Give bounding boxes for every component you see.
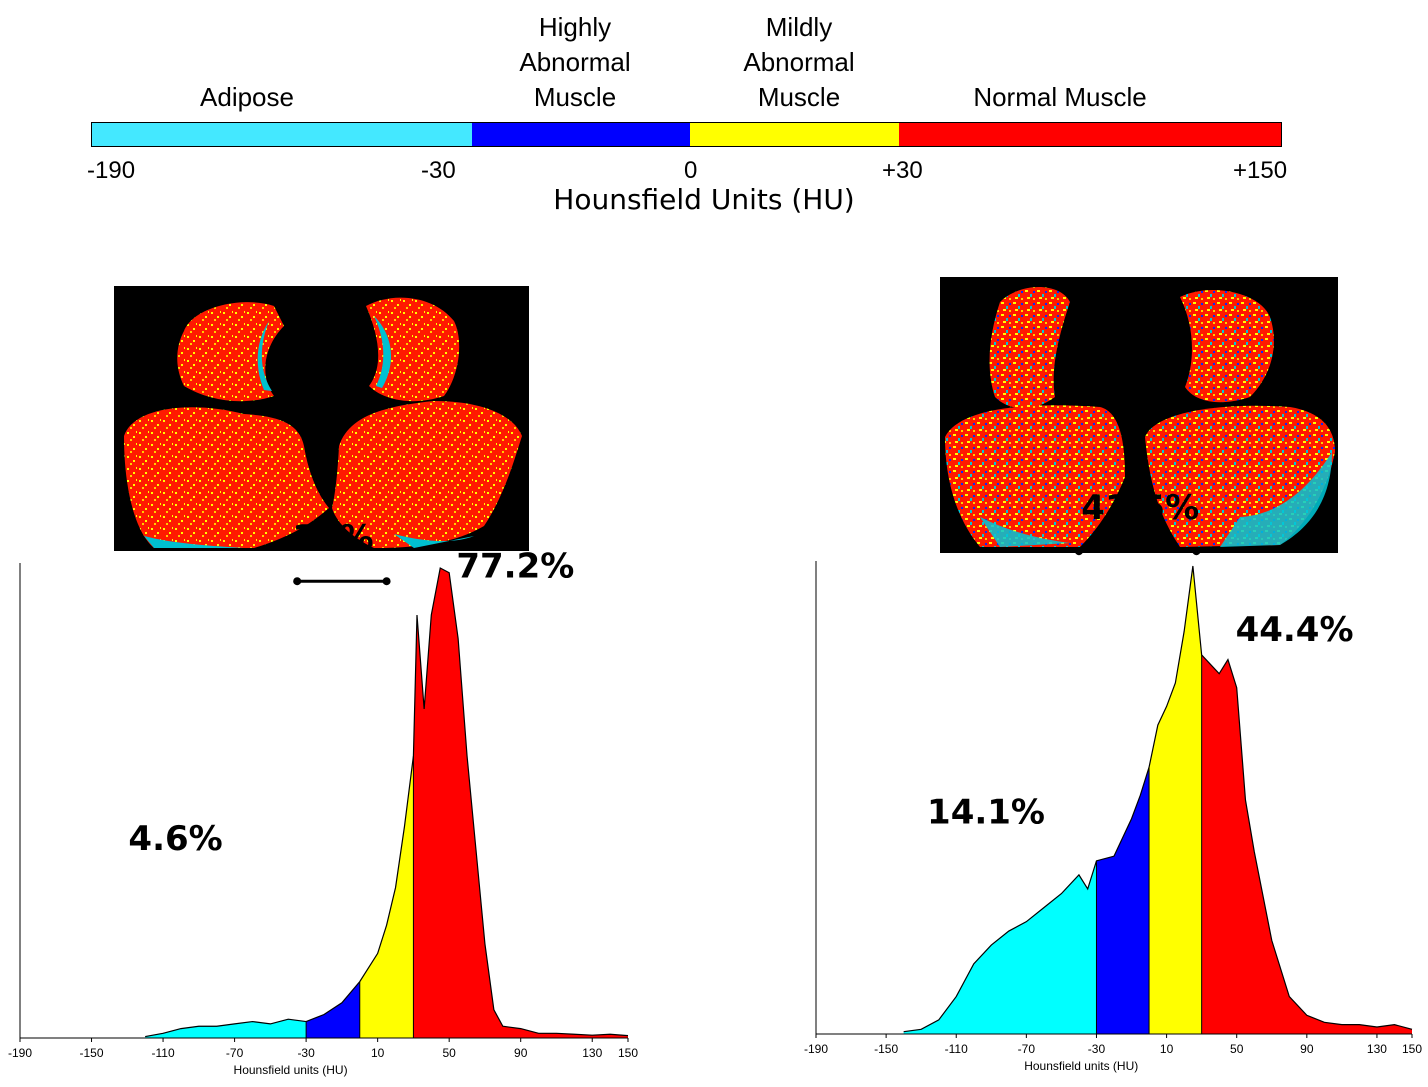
ct-segmentation-image-right	[940, 277, 1338, 553]
x-tick-label: 150	[1402, 1042, 1422, 1056]
histogram-region-3	[413, 568, 628, 1038]
scale-axis-title: Hounsfield Units (HU)	[553, 183, 855, 216]
scale-segment-highly-abnormal	[472, 123, 691, 146]
histogram-region-0	[145, 1019, 307, 1038]
legend-label-adipose: Adipose	[200, 82, 294, 112]
percentage-label: 14.1%	[927, 792, 1045, 832]
percentage-label: 41.5%	[1081, 488, 1199, 528]
percentage-label: 77.2%	[456, 546, 574, 586]
legend-label-mildly-abnormal: Mildly Abnormal Muscle	[743, 12, 855, 112]
x-tick-label: 90	[514, 1046, 528, 1060]
scale-tick-label: 0	[684, 157, 698, 184]
percentage-label: 4.6%	[128, 819, 222, 859]
x-tick-label: 10	[371, 1046, 385, 1060]
x-tick-label: 50	[1230, 1042, 1244, 1056]
bracket-endpoint	[382, 577, 391, 586]
x-tick-label: -190	[8, 1046, 32, 1060]
scale-tick-label: +150	[1233, 157, 1288, 184]
x-tick-label: -30	[1088, 1042, 1106, 1056]
x-tick-label: 50	[442, 1046, 456, 1060]
scale-segment-adipose	[92, 123, 473, 146]
histogram-region-0	[903, 860, 1097, 1034]
percentage-label: 18%	[292, 518, 373, 558]
scale-tick-label: +30	[882, 157, 923, 184]
histogram-region-1	[1096, 767, 1150, 1034]
x-tick-label: 90	[1300, 1042, 1314, 1056]
x-tick-label: -110	[945, 1042, 968, 1056]
x-tick-label: 10	[1160, 1042, 1174, 1056]
bracket-endpoint	[1192, 547, 1201, 556]
percentage-label: 44.4%	[1236, 610, 1354, 650]
histogram-chart-left: -190 -150 -110 -70 -30 10 50 90 130 150 Hounsfield…	[8, 518, 638, 1077]
histogram-region-2	[359, 756, 414, 1038]
x-tick-label: 150	[618, 1046, 638, 1060]
histogram-outline	[145, 567, 629, 1038]
x-tick-label: -70	[1018, 1042, 1036, 1056]
x-tick-label: -70	[226, 1046, 244, 1060]
x-tick-label: 130	[1367, 1042, 1387, 1056]
scale-tick-label: -190	[87, 157, 136, 184]
bracket-endpoint	[1074, 547, 1083, 556]
histogram-region-1	[306, 981, 360, 1038]
x-axis-label: Hounsfield units (HU)	[1024, 1059, 1138, 1073]
legend-label-highly-abnormal: Highly Abnormal Muscle	[519, 12, 631, 112]
scale-segment-normal	[899, 123, 1281, 146]
bracket-endpoint	[293, 577, 302, 586]
ct-muscle-map-left	[124, 297, 522, 548]
x-tick-label: 130	[582, 1046, 602, 1060]
x-tick-label: -30	[297, 1046, 315, 1060]
x-tick-label: -110	[151, 1046, 174, 1060]
ct-segmentation-image-left	[114, 286, 529, 551]
ct-muscle-map-right	[945, 287, 1335, 547]
x-tick-label: -150	[874, 1042, 898, 1056]
histogram-region-3	[1201, 654, 1412, 1034]
histogram-outline	[903, 565, 1413, 1033]
x-axis-label: Hounsfield units (HU)	[234, 1063, 348, 1077]
x-tick-label: -190	[804, 1042, 828, 1056]
histogram-region-2	[1149, 566, 1202, 1034]
x-tick-label: -150	[80, 1046, 104, 1060]
scale-tick-label: -30	[421, 157, 456, 184]
histogram-chart-right: -190 -150 -110 -70 -30 10 50 90 130 150 Hounsfield…	[804, 488, 1422, 1073]
scale-segment-mildly-abnormal	[690, 123, 900, 146]
hu-color-scale	[91, 122, 1282, 147]
legend-label-normal-muscle: Normal Muscle	[973, 82, 1147, 112]
